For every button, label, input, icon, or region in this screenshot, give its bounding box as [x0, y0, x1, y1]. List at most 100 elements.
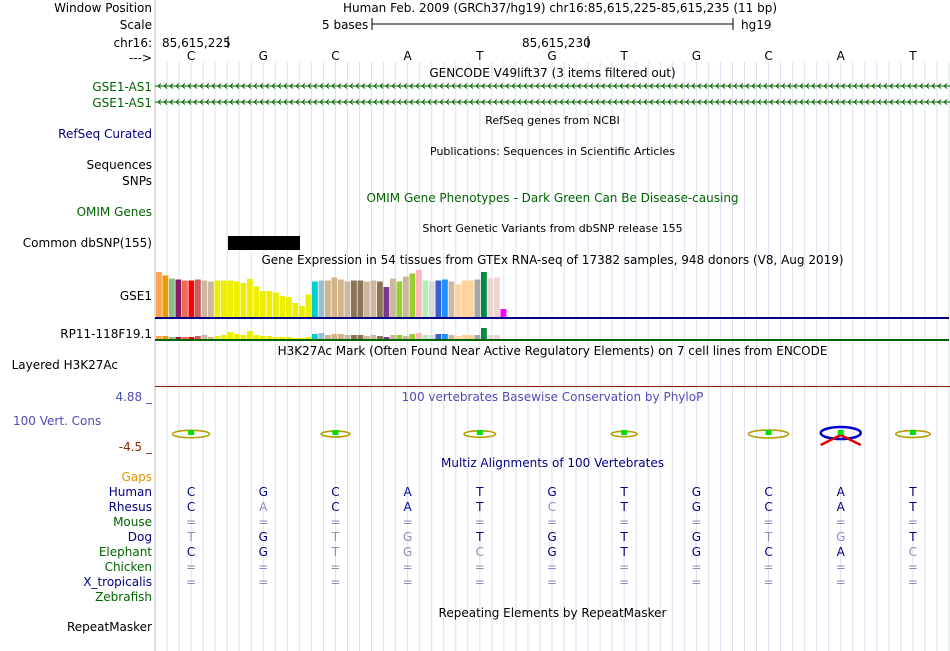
strand-chevron	[343, 99, 348, 105]
sequences-label[interactable]: Sequences	[86, 158, 152, 172]
strand-chevron	[433, 83, 438, 89]
strand-chevron	[571, 83, 576, 89]
strand-chevron	[181, 99, 186, 105]
publications-track-title[interactable]: Publications: Sequences in Scientific Ar…	[430, 145, 675, 158]
aligned-base: G	[691, 530, 702, 544]
species-label[interactable]: X_tropicalis	[83, 575, 152, 589]
strand-chevron	[943, 83, 948, 89]
strand-chevron	[559, 99, 564, 105]
strand-chevron	[367, 83, 372, 89]
aligned-base: =	[186, 575, 197, 589]
strand-chevron	[775, 99, 780, 105]
strand-chevron	[223, 99, 228, 105]
strand-chevron	[745, 99, 750, 105]
strand-chevron	[565, 83, 570, 89]
coord-left: 85,615,225	[162, 36, 231, 50]
vert-cons-label[interactable]: 100 Vert. Cons	[13, 414, 102, 428]
strand-chevron	[319, 99, 324, 105]
strand-chevron	[253, 83, 258, 89]
strand-chevron	[475, 83, 480, 89]
species-label[interactable]: Chicken	[104, 560, 152, 574]
strand-chevron	[205, 83, 210, 89]
omim-track-title[interactable]: OMIM Gene Phenotypes - Dark Green Can Be…	[366, 191, 739, 205]
strand-chevron	[457, 99, 462, 105]
phylop-max-value: 4.88 _	[115, 390, 152, 404]
strand-chevron	[217, 83, 222, 89]
gse1-gtex-label[interactable]: GSE1	[119, 289, 152, 303]
strand-chevron	[535, 99, 540, 105]
layered-h3k27ac-label[interactable]: Layered H3K27Ac	[11, 358, 118, 372]
aligned-base: =	[546, 575, 558, 589]
aligned-base: T	[620, 545, 628, 559]
aligned-base: C	[186, 500, 196, 514]
species-label[interactable]: Elephant	[98, 545, 152, 559]
gaps-label[interactable]: Gaps	[121, 470, 152, 484]
strand-chevron	[847, 99, 852, 105]
aligned-base: G	[547, 485, 557, 499]
gse1-as1-label-b[interactable]: GSE1-AS1	[92, 96, 152, 110]
species-label[interactable]: Human	[108, 485, 152, 499]
strand-chevron	[169, 99, 174, 105]
strand-chevron	[601, 83, 606, 89]
strand-chevron	[853, 83, 858, 89]
strand-chevron	[829, 99, 834, 105]
strand-chevron	[229, 99, 234, 105]
strand-chevron	[331, 99, 336, 105]
repeatmasker-label[interactable]: RepeatMasker	[66, 620, 152, 634]
aligned-base: C	[186, 485, 196, 499]
dbsnp-variant-block[interactable]	[228, 236, 300, 250]
strand-chevron	[883, 99, 888, 105]
strand-chevron	[631, 83, 636, 89]
strand-chevron	[409, 83, 414, 89]
strand-chevron	[937, 83, 942, 89]
aligned-base: =	[330, 560, 341, 574]
gencode-track-title[interactable]: GENCODE V49lift37 (3 items filtered out)	[429, 66, 676, 80]
strand-chevron	[505, 83, 510, 89]
strand-chevron	[613, 83, 618, 89]
aligned-base: =	[186, 560, 197, 574]
species-label[interactable]: Zebrafish	[95, 590, 152, 604]
common-dbsnp-label[interactable]: Common dbSNP(155)	[22, 236, 152, 250]
strand-chevron	[877, 99, 882, 105]
strand-chevron	[499, 83, 504, 89]
strand-chevron	[325, 99, 330, 105]
strand-chevron	[349, 83, 354, 89]
refseq-track-title[interactable]: RefSeq genes from NCBI	[485, 114, 620, 127]
strand-chevron	[493, 99, 498, 105]
aligned-base: C	[908, 545, 918, 559]
refseq-curated-label[interactable]: RefSeq Curated	[58, 127, 152, 141]
repeatmasker-track-title[interactable]: Repeating Elements by RepeatMasker	[438, 606, 667, 620]
snps-label[interactable]: SNPs	[122, 174, 152, 188]
strand-chevron	[169, 83, 174, 89]
strand-chevron	[547, 83, 552, 89]
omim-genes-label[interactable]: OMIM Genes	[76, 205, 152, 219]
dbsnp-track-title[interactable]: Short Genetic Variants from dbSNP releas…	[422, 222, 683, 235]
strand-chevron	[937, 99, 942, 105]
rp11-gtex-label[interactable]: RP11-118F19.1	[60, 327, 152, 341]
strand-chevron	[799, 83, 804, 89]
species-label[interactable]: Rhesus	[108, 500, 152, 514]
strand-chevron	[727, 83, 732, 89]
strand-chevron	[253, 99, 258, 105]
gtex-track-title[interactable]: Gene Expression in 54 tissues from GTEx …	[261, 253, 844, 267]
strand-chevron	[445, 99, 450, 105]
multiz-track-title[interactable]: Multiz Alignments of 100 Vertebrates	[440, 456, 665, 470]
strand-chevron	[289, 99, 294, 105]
strand-chevron	[673, 99, 678, 105]
sequence-base: G	[258, 49, 268, 63]
phylop-track-title[interactable]: 100 vertebrates Basewise Conservation by…	[401, 390, 704, 404]
strand-chevron	[871, 99, 876, 105]
strand-chevron	[673, 83, 678, 89]
species-label[interactable]: Mouse	[113, 515, 152, 529]
h3k27ac-track-title[interactable]: H3K27Ac Mark (Often Found Near Active Re…	[277, 344, 828, 358]
aligned-base: =	[546, 560, 558, 574]
aligned-base: =	[691, 515, 702, 529]
species-label[interactable]: Dog	[127, 530, 152, 544]
gse1-as1-label-a[interactable]: GSE1-AS1	[92, 80, 152, 94]
strand-chevron	[319, 83, 324, 89]
aligned-base: A	[836, 545, 845, 559]
strand-chevron	[859, 83, 864, 89]
gse1-as1-gene-features[interactable]	[155, 80, 950, 110]
strand-chevron	[355, 83, 360, 89]
aligned-base: =	[835, 515, 846, 529]
